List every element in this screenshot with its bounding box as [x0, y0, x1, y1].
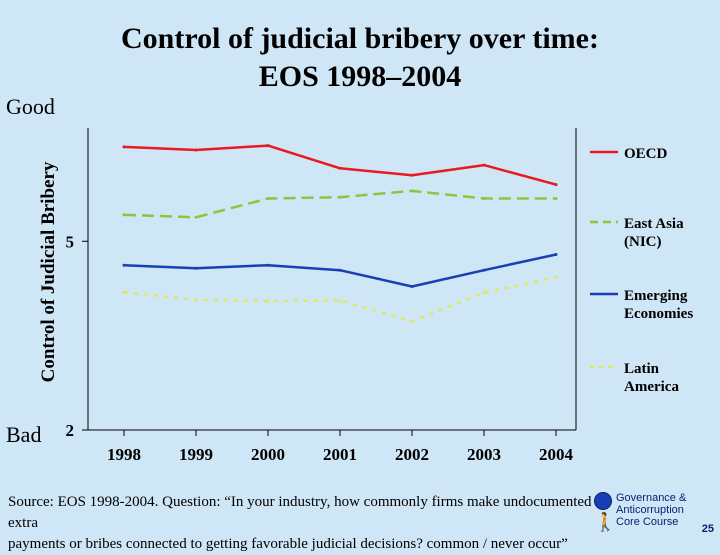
source-line-2: payments or bribes connected to getting …: [8, 536, 568, 552]
data-point: [482, 197, 486, 200]
bad-label: Bad: [6, 422, 42, 447]
globe-icon: [594, 492, 612, 510]
data-point: [554, 275, 558, 279]
data-point: [410, 285, 414, 288]
data-point: [410, 319, 414, 323]
legend-label: OECD: [624, 146, 668, 162]
series-line-0: [123, 144, 557, 186]
title-line-1: Control of judicial bribery over time:: [121, 22, 599, 55]
data-point: [338, 268, 342, 272]
y-tick-label: 2: [66, 421, 75, 440]
x-tick-label: 1999: [179, 445, 213, 464]
data-point: [122, 263, 126, 267]
data-point: [122, 290, 126, 294]
data-point: [194, 148, 198, 152]
data-point: [194, 298, 198, 302]
series-line-1: [123, 189, 556, 219]
x-tick-label: 2004: [539, 445, 574, 464]
line-chart: 2 5 Control of Judicial Bribery 1998 1999 200…: [38, 128, 693, 464]
data-point: [482, 268, 486, 272]
data-point: [554, 253, 558, 256]
legend-label: Economies: [624, 306, 693, 322]
data-point: [554, 183, 558, 187]
data-point: [338, 166, 342, 170]
legend-label: America: [624, 379, 679, 395]
y-tick-label: 5: [66, 232, 75, 251]
x-tick-label: 2001: [323, 445, 357, 464]
data-point: [554, 197, 558, 200]
logo-line-2: Anticorruption: [616, 504, 684, 516]
data-point: [410, 173, 414, 177]
data-point: [266, 197, 270, 200]
data-point: [266, 299, 270, 303]
source-line-1: Source: EOS 1998-2004. Question: “In you…: [8, 494, 592, 531]
data-point: [122, 213, 126, 217]
page-number: 25: [701, 523, 714, 535]
data-point: [122, 145, 126, 149]
legend-label: East Asia: [624, 216, 684, 232]
legend-label: Emerging: [624, 288, 688, 304]
data-point: [266, 263, 270, 267]
chart-title: Control of judicial bribery over time: E…: [60, 20, 660, 96]
data-point: [338, 195, 342, 199]
data-point: [266, 144, 270, 148]
x-tick-label: 2003: [467, 445, 501, 464]
legend-label: Latin: [624, 361, 660, 377]
logo-line-1: Governance &: [616, 492, 687, 504]
data-point: [194, 266, 198, 270]
logo-line-3: Core Course: [616, 516, 679, 528]
course-logo: 🚶 Governance & Anticorruption Core Cours…: [592, 492, 716, 536]
data-point: [482, 163, 486, 167]
person-icon: 🚶: [594, 512, 617, 533]
x-tick-label: 2002: [395, 445, 429, 464]
legend-label: (NIC): [624, 234, 662, 250]
data-point: [194, 215, 198, 219]
data-point: [410, 189, 414, 193]
x-tick-label: 1998: [107, 445, 141, 464]
x-tick-label: 2000: [251, 445, 285, 464]
title-line-2: EOS 1998–2004: [258, 60, 462, 93]
data-point: [338, 298, 342, 302]
data-point: [482, 291, 486, 295]
good-label: Good: [6, 94, 55, 119]
y-axis-label: Control of Judicial Bribery: [38, 161, 59, 382]
source-note: Source: EOS 1998-2004. Question: “In you…: [8, 492, 608, 555]
